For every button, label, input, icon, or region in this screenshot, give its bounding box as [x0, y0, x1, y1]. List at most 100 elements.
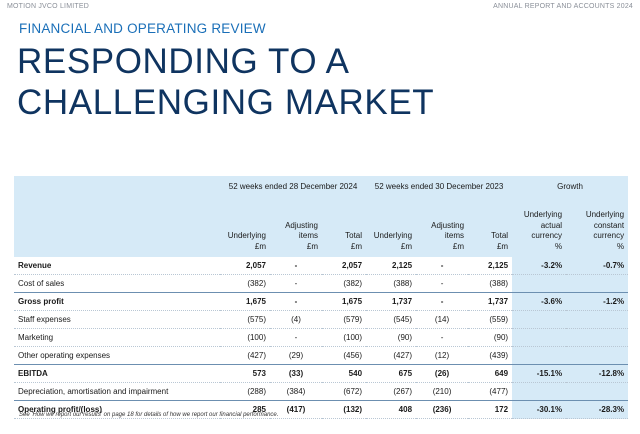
table-row: Other operating expenses (427) (29) (456) (4… — [14, 346, 629, 365]
table-cell — [566, 328, 629, 347]
table-cell: (29) — [270, 346, 322, 365]
column-header-line: £m — [496, 241, 509, 251]
table-cell — [512, 382, 567, 401]
column-header-line: £m — [306, 241, 318, 251]
table-cell: 2,057 — [220, 257, 270, 275]
column-header: Underlying constant currency% — [566, 196, 628, 257]
column-header: Underlying £m — [366, 196, 416, 257]
table-cell: (384) — [270, 382, 322, 401]
table-cell: - — [270, 328, 322, 347]
column-header-line: % — [616, 241, 625, 251]
row-label: Marketing — [14, 328, 220, 347]
table-cell: 649 — [468, 364, 513, 383]
table-cell: (14) — [416, 310, 469, 329]
column-header: Underlying actual currency% — [512, 196, 566, 257]
table-cell: (267) — [366, 382, 417, 401]
table-cell: (100) — [220, 328, 270, 347]
table-cell: -3.2% — [512, 257, 567, 275]
table-cell — [512, 346, 567, 365]
table-cell: 408 — [366, 400, 417, 419]
column-header: Underlying £m — [220, 196, 270, 257]
table-cell: (456) — [322, 346, 367, 365]
table-cell: (90) — [366, 328, 417, 347]
table-cell: (288) — [220, 382, 270, 401]
table-cell: - — [270, 292, 322, 311]
section-title: FINANCIAL AND OPERATING REVIEW — [19, 21, 266, 36]
table-cell: (100) — [322, 328, 367, 347]
row-label: EBITDA — [14, 364, 220, 383]
column-header: Total £m — [468, 196, 512, 257]
column-header-row: Underlying £m Adjusting items £m Total £m Under… — [14, 196, 629, 257]
table-cell: (382) — [220, 274, 270, 293]
column-header-line: constant — [593, 220, 625, 230]
column-header-line: actual — [540, 220, 563, 230]
row-label: Operating profit/(loss) — [14, 400, 220, 419]
table-cell: (90) — [468, 328, 513, 347]
table-cell: (417) — [270, 400, 322, 419]
table-cell: (4) — [270, 310, 322, 329]
table-cell: (26) — [416, 364, 469, 383]
group-2023: 52 weeks ended 30 December 2023 — [374, 181, 504, 191]
table-cell: - — [270, 257, 322, 275]
column-header-line: £m — [350, 241, 363, 251]
table-cell: 2,125 — [468, 257, 513, 275]
row-label: Other operating expenses — [14, 346, 220, 365]
table-cell: 1,737 — [366, 292, 417, 311]
column-header-line: Underlying — [585, 210, 625, 219]
page-headline: RESPONDING TO A CHALLENGING MARKET — [17, 41, 434, 123]
column-header-line: Underlying — [227, 231, 266, 240]
column-header-line: Total — [345, 231, 363, 240]
table-cell: 540 — [322, 364, 367, 383]
headline-line-2: CHALLENGING MARKET — [17, 83, 435, 122]
table-cell: 573 — [220, 364, 270, 383]
row-label: Revenue — [14, 257, 220, 275]
table-cell: - — [416, 257, 469, 275]
table-row: Depreciation, amortisation and impairmen… — [14, 382, 629, 401]
table-cell: - — [270, 274, 322, 293]
table-cell: 1,675 — [322, 292, 367, 311]
table-row: Marketing (100) - (100) (90) - (90) — [14, 328, 629, 347]
financial-table: 52 weeks ended 28 December 2024 52 weeks… — [14, 176, 629, 419]
column-header-line: Total — [491, 231, 509, 240]
company-name: MOTION JVCO LIMITED — [7, 3, 89, 10]
table-cell: (439) — [468, 346, 513, 365]
table-cell: -0.7% — [566, 257, 629, 275]
table-cell: (672) — [322, 382, 367, 401]
column-header-line: items — [444, 231, 465, 240]
table-cell: -12.8% — [566, 364, 629, 383]
column-header-line: £m — [254, 241, 266, 251]
table-cell: -3.6% — [512, 292, 567, 311]
table-cell: (132) — [322, 400, 367, 419]
table-cell: (388) — [468, 274, 513, 293]
table-cell: -28.3% — [566, 400, 629, 419]
column-header-line: Underlying — [373, 231, 413, 240]
column-header: Adjusting items £m — [416, 196, 468, 257]
column-header-line: % — [554, 241, 563, 251]
column-header-line: Adjusting — [431, 220, 465, 230]
table-cell: -15.1% — [512, 364, 567, 383]
table-cell: (388) — [366, 274, 417, 293]
column-header: Adjusting items £m — [270, 196, 322, 257]
column-header-line: £m — [452, 241, 465, 251]
table-cell: -30.1% — [512, 400, 567, 419]
table-cell: (427) — [366, 346, 417, 365]
table-cell: (579) — [322, 310, 367, 329]
table-cell — [566, 310, 629, 329]
group-header-row: 52 weeks ended 28 December 2024 52 weeks… — [14, 176, 629, 196]
column-header: Total £m — [322, 196, 366, 257]
row-label: Gross profit — [14, 292, 220, 311]
table-cell: (545) — [366, 310, 417, 329]
report-title: ANNUAL REPORT AND ACCOUNTS 2024 — [493, 3, 633, 10]
table-cell: (559) — [468, 310, 513, 329]
row-label: Cost of sales — [14, 274, 220, 293]
row-label: Depreciation, amortisation and impairmen… — [14, 382, 220, 401]
table-cell — [512, 328, 567, 347]
table-cell: (236) — [416, 400, 469, 419]
headline-line-1: RESPONDING TO A — [17, 42, 350, 81]
table-cell: - — [416, 328, 469, 347]
table-cell: (477) — [468, 382, 513, 401]
table-cell: (382) — [322, 274, 367, 293]
column-header-line: £m — [400, 241, 413, 251]
column-header-line: currency — [593, 231, 625, 240]
table-cell: (427) — [220, 346, 270, 365]
